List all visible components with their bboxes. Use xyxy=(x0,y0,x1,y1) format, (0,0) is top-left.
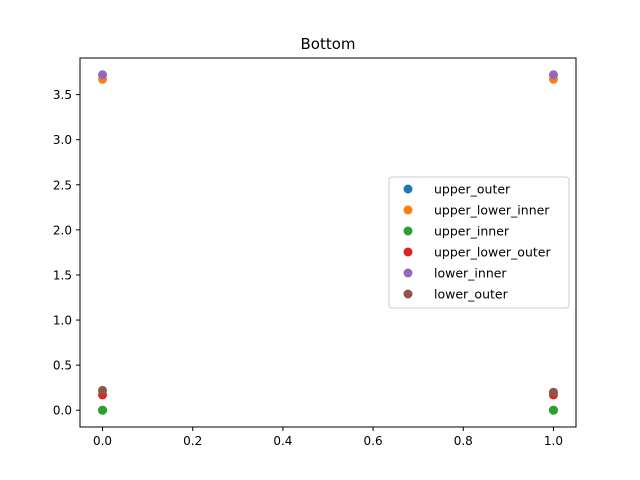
point-lower_inner-1 xyxy=(548,70,558,80)
x-tick-label: 0.8 xyxy=(454,434,473,448)
x-tick-label: 1.0 xyxy=(544,434,563,448)
legend-marker-lower_outer xyxy=(403,289,413,299)
legend: upper_outer upper_lower_inner upper_inneru… xyxy=(388,176,570,309)
y-tick-label: 3.5 xyxy=(53,88,72,102)
legend-marker-upper_lower_outer xyxy=(403,247,413,257)
x-tick-label: 0.2 xyxy=(183,434,202,448)
point-upper_inner-1 xyxy=(548,405,558,415)
x-tick-label: 0.4 xyxy=(273,434,292,448)
legend-marker-upper_inner xyxy=(403,226,413,236)
y-tick-label: 0.0 xyxy=(53,404,72,418)
legend-box xyxy=(388,176,570,309)
point-upper_inner-0 xyxy=(98,405,108,415)
legend-label-lower_inner: lower_inner xyxy=(434,266,507,281)
point-lower_inner-0 xyxy=(98,70,108,80)
y-tick-label: 1.0 xyxy=(53,314,72,328)
x-tick-label: 0.6 xyxy=(364,434,383,448)
point-lower_outer-1 xyxy=(548,387,558,397)
legend-label-lower_outer: lower_outer xyxy=(434,287,509,302)
legend-label-upper_inner: upper_inner xyxy=(434,224,510,239)
axes-frame xyxy=(79,57,577,428)
y-axis: 0.0 0.5 1.0 1.5 2.0 2.5 3.0 3.5 xyxy=(53,88,80,418)
x-tick-label: 0.0 xyxy=(93,434,112,448)
legend-label-upper_lower_inner: upper_lower_inner xyxy=(434,203,550,218)
y-tick-label: 2.0 xyxy=(53,223,72,237)
legend-marker-upper_lower_inner xyxy=(403,205,413,215)
plot-area xyxy=(98,70,558,415)
x-axis: 0.0 0.2 0.4 0.6 0.8 1.0 xyxy=(93,427,563,448)
legend-label-upper_outer: upper_outer xyxy=(434,182,511,197)
legend-marker-upper_outer xyxy=(403,184,413,194)
y-tick-label: 1.5 xyxy=(53,268,72,282)
legend-label-upper_lower_outer: upper_lower_outer xyxy=(434,245,551,260)
y-tick-label: 3.0 xyxy=(53,133,72,147)
y-tick-label: 0.5 xyxy=(53,359,72,373)
legend-marker-lower_inner xyxy=(403,268,413,278)
y-tick-label: 2.5 xyxy=(53,178,72,192)
point-lower_outer-0 xyxy=(98,385,108,395)
chart-title: Bottom xyxy=(300,35,355,53)
